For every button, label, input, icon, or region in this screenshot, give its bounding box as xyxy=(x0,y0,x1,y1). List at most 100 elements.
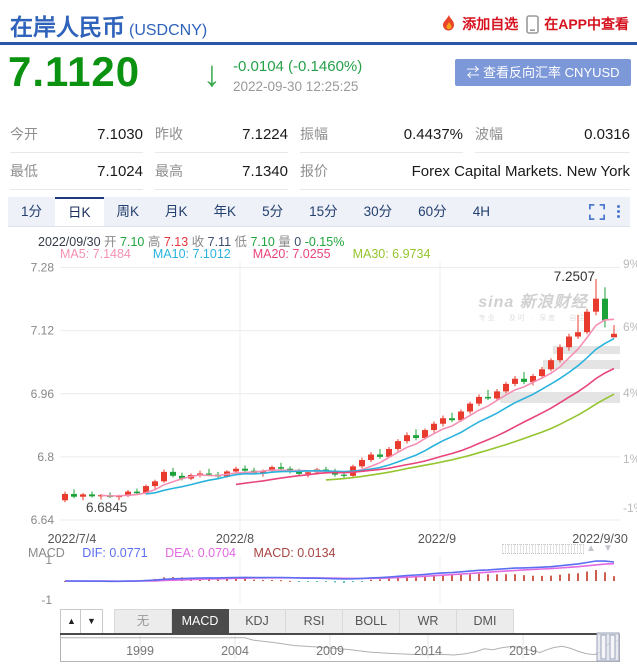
candle-body xyxy=(485,396,491,399)
price-band xyxy=(553,346,620,354)
ohlc-date: 2022/09/30 xyxy=(38,235,105,249)
phone-icon xyxy=(526,14,540,34)
period-tab-4H[interactable]: 4H xyxy=(472,204,490,219)
stat-value: 7.1030 xyxy=(97,125,143,143)
dea-value: DEA: 0.0704 xyxy=(165,546,236,560)
ohlc-label: 低 xyxy=(234,235,251,249)
candle-body xyxy=(143,486,149,494)
candle-body xyxy=(431,423,437,431)
indicator-tab-BOLL[interactable]: BOLL xyxy=(343,609,400,634)
ohlc-value: 7.10 xyxy=(250,235,279,249)
macd-hist-bar xyxy=(352,581,354,583)
macd-hist-bar xyxy=(343,581,345,583)
period-tab-15分[interactable]: 15分 xyxy=(309,204,338,219)
macd-hist-bar xyxy=(82,581,84,582)
stat-label: 今开 xyxy=(10,126,38,142)
period-tab-年K[interactable]: 年K xyxy=(213,204,237,219)
macd-hist-bar xyxy=(469,574,471,581)
candle-body xyxy=(566,336,572,348)
navigator-top-border xyxy=(60,633,597,635)
macd-axis-label: -1 xyxy=(41,593,52,607)
reverse-rate-button[interactable]: ⇄ 查看反向汇率 CNYUSD xyxy=(455,59,631,86)
y-axis-label: 7.12 xyxy=(31,324,55,338)
ohlc-label: 高 xyxy=(147,235,164,249)
fullscreen-icon[interactable] xyxy=(589,203,605,220)
period-tab-1分[interactable]: 1分 xyxy=(21,204,43,219)
indicator-tab-MACD[interactable]: MACD xyxy=(172,609,229,634)
macd-hist-bar xyxy=(613,576,615,581)
candle-body xyxy=(377,454,383,457)
candle-body xyxy=(80,494,86,497)
more-options-icon[interactable] xyxy=(617,205,620,218)
flame-icon xyxy=(443,15,455,31)
macd-hist-bar xyxy=(586,571,588,581)
macd-zoom-track[interactable] xyxy=(502,544,584,554)
macd-hist-bar xyxy=(244,578,246,581)
period-tab-月K[interactable]: 月K xyxy=(165,204,188,219)
period-tab-5分[interactable]: 5分 xyxy=(262,204,284,219)
indicator-scroll-down-button[interactable]: ▼ xyxy=(80,609,103,634)
x-axis-label: 2022/8 xyxy=(216,532,254,546)
macd-zoom-out-icon[interactable]: ▼ xyxy=(603,543,613,554)
candle-body xyxy=(206,473,212,475)
macd-hist-bar xyxy=(370,579,372,581)
indicator-tab-KDJ[interactable]: KDJ xyxy=(229,609,286,634)
stat-value: Forex Capital Markets. New York xyxy=(411,162,630,180)
ohlc-value: 7.13 xyxy=(163,235,192,249)
macd-hist-bar xyxy=(109,581,111,582)
macd-hist-bar xyxy=(541,575,543,581)
candle-body xyxy=(197,473,203,476)
indicator-tab-无[interactable]: 无 xyxy=(114,609,172,634)
macd-hist-bar xyxy=(199,577,201,581)
candle-body xyxy=(494,391,500,399)
add-watchlist-link[interactable]: 添加自选 xyxy=(441,14,518,34)
indicator-tab-RSI[interactable]: RSI xyxy=(286,609,343,634)
candle-body xyxy=(116,495,122,498)
period-tab-日K[interactable]: 日K xyxy=(55,197,104,226)
ohlc-value: 0 xyxy=(294,235,305,249)
macd-hist-bar xyxy=(136,580,138,582)
candle-body xyxy=(98,495,104,497)
history-navigator[interactable] xyxy=(60,634,620,662)
instrument-symbol: (USDCNY) xyxy=(129,22,208,39)
indicator-tab-DMI[interactable]: DMI xyxy=(457,609,514,634)
sina-watermark: sina 新浪财经 专业 · 及时 · 深度 · 自主 xyxy=(478,294,588,322)
candle-body xyxy=(242,468,248,471)
candle-body xyxy=(314,469,320,473)
candle-body xyxy=(359,460,365,467)
ohlc-info-line: 2022/09/30 开 7.10 高 7.13 收 7.11 低 7.10 量… xyxy=(38,231,348,250)
y-axis-label: 6.64 xyxy=(31,513,55,527)
ohlc-value: -0.15% xyxy=(304,235,348,249)
stat-label: 报价 xyxy=(300,163,328,179)
macd-hist-bar xyxy=(73,581,75,582)
price-band xyxy=(500,392,620,403)
ma-legend-item: MA20: 7.0255 xyxy=(252,247,331,261)
macd-hist-bar xyxy=(217,578,219,581)
macd-line xyxy=(65,562,615,582)
macd-zoom-in-icon[interactable]: ▲ xyxy=(586,543,596,554)
macd-hist-bar xyxy=(379,579,381,581)
macd-hist-bar xyxy=(487,574,489,581)
indicator-tab-WR[interactable]: WR xyxy=(400,609,457,634)
stat-今开: 今开 7.1030 xyxy=(10,116,143,153)
last-price: 7.1120 xyxy=(8,48,141,95)
macd-hist-bar xyxy=(181,577,183,581)
candle-body xyxy=(548,360,554,370)
period-tab-周K[interactable]: 周K xyxy=(116,204,140,219)
candle-body xyxy=(134,491,140,494)
candle-body xyxy=(332,471,338,475)
stat-value: 7.1340 xyxy=(242,162,288,180)
ohlc-label: 收 xyxy=(191,235,208,249)
candle-body xyxy=(341,474,347,476)
view-in-app-link[interactable]: 在APP中查看 xyxy=(526,14,629,34)
quote-stats-table: 今开 7.1030 昨收 7.1224 振幅 0.4437% 波幅 0.0316 最低 7.102… xyxy=(10,116,630,190)
pct-axis-label: -1% xyxy=(623,501,637,515)
candle-body xyxy=(413,435,419,438)
low-annotation: 6.6845 xyxy=(86,500,127,515)
candle-body xyxy=(458,411,464,421)
page-title: 在岸人民币 (USDCNY) xyxy=(10,8,207,42)
candle-body xyxy=(233,468,239,472)
macd-hist-bar xyxy=(100,581,102,582)
period-tab-30分[interactable]: 30分 xyxy=(363,204,393,219)
period-tab-60分[interactable]: 60分 xyxy=(418,204,447,219)
